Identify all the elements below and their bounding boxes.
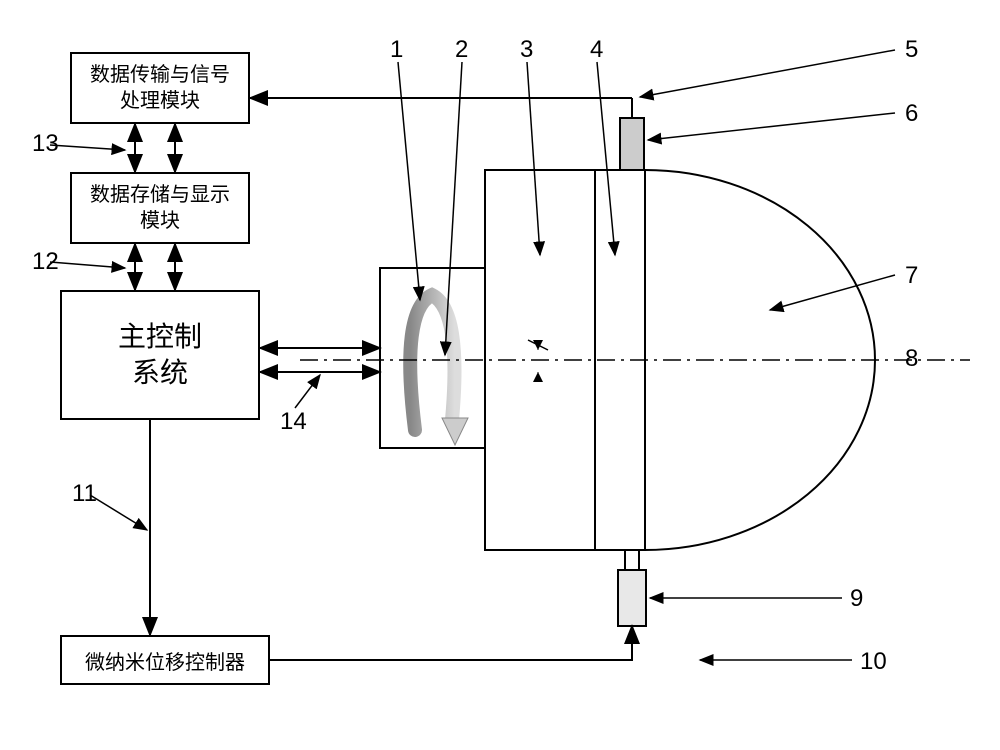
label-3: 3	[520, 36, 533, 64]
label-5: 5	[905, 36, 918, 64]
delta-symbol: δ	[570, 375, 586, 407]
leader-12l	[50, 262, 125, 268]
leader-5	[640, 50, 895, 97]
leader-11l	[90, 495, 147, 530]
label-9: 9	[850, 585, 863, 613]
box-main-ctrl-label: 主控制系统	[118, 319, 202, 392]
label-12: 12	[32, 248, 59, 276]
link-10	[270, 626, 632, 660]
dome-shape	[645, 170, 875, 550]
leader-13l	[50, 145, 125, 150]
delta-marks	[528, 340, 548, 382]
box-nano-ctrl-label: 微纳米位移控制器	[85, 646, 245, 675]
box-data-store: 数据存储与显示模块	[70, 172, 250, 244]
leader-7	[770, 275, 895, 310]
leader-3	[527, 62, 540, 255]
leader-14l	[295, 375, 320, 408]
label-2: 2	[455, 36, 468, 64]
label-4: 4	[590, 36, 603, 64]
box-data-proc-label: 数据传输与信号处理模块	[90, 62, 230, 114]
leader-4	[597, 62, 615, 255]
box-main-ctrl: 主控制系统	[60, 290, 260, 420]
box-data-proc: 数据传输与信号处理模块	[70, 52, 250, 124]
label-13: 13	[32, 130, 59, 158]
label-11: 11	[72, 480, 97, 508]
sensor-top	[620, 118, 644, 170]
plate-4	[595, 170, 645, 550]
label-10: 10	[860, 648, 887, 676]
box-data-store-label: 数据存储与显示模块	[90, 182, 230, 234]
label-7: 7	[905, 262, 918, 290]
leader-6	[648, 113, 895, 140]
rotation-arrow-icon	[410, 295, 468, 445]
sensor-bot-connector	[625, 550, 639, 570]
label-6: 6	[905, 100, 918, 128]
box-nano-ctrl: 微纳米位移控制器	[60, 635, 270, 685]
label-1: 1	[390, 36, 403, 64]
sensor-bottom	[618, 570, 646, 626]
diagram-canvas: 数据传输与信号处理模块 数据存储与显示模块 主控制系统 微纳米位移控制器 1 2…	[0, 0, 1000, 750]
label-14: 14	[280, 408, 307, 436]
plate-3	[485, 170, 595, 550]
label-8: 8	[905, 345, 918, 373]
rotor-box	[380, 268, 485, 448]
leader-2	[445, 62, 462, 355]
leader-1	[398, 62, 420, 300]
